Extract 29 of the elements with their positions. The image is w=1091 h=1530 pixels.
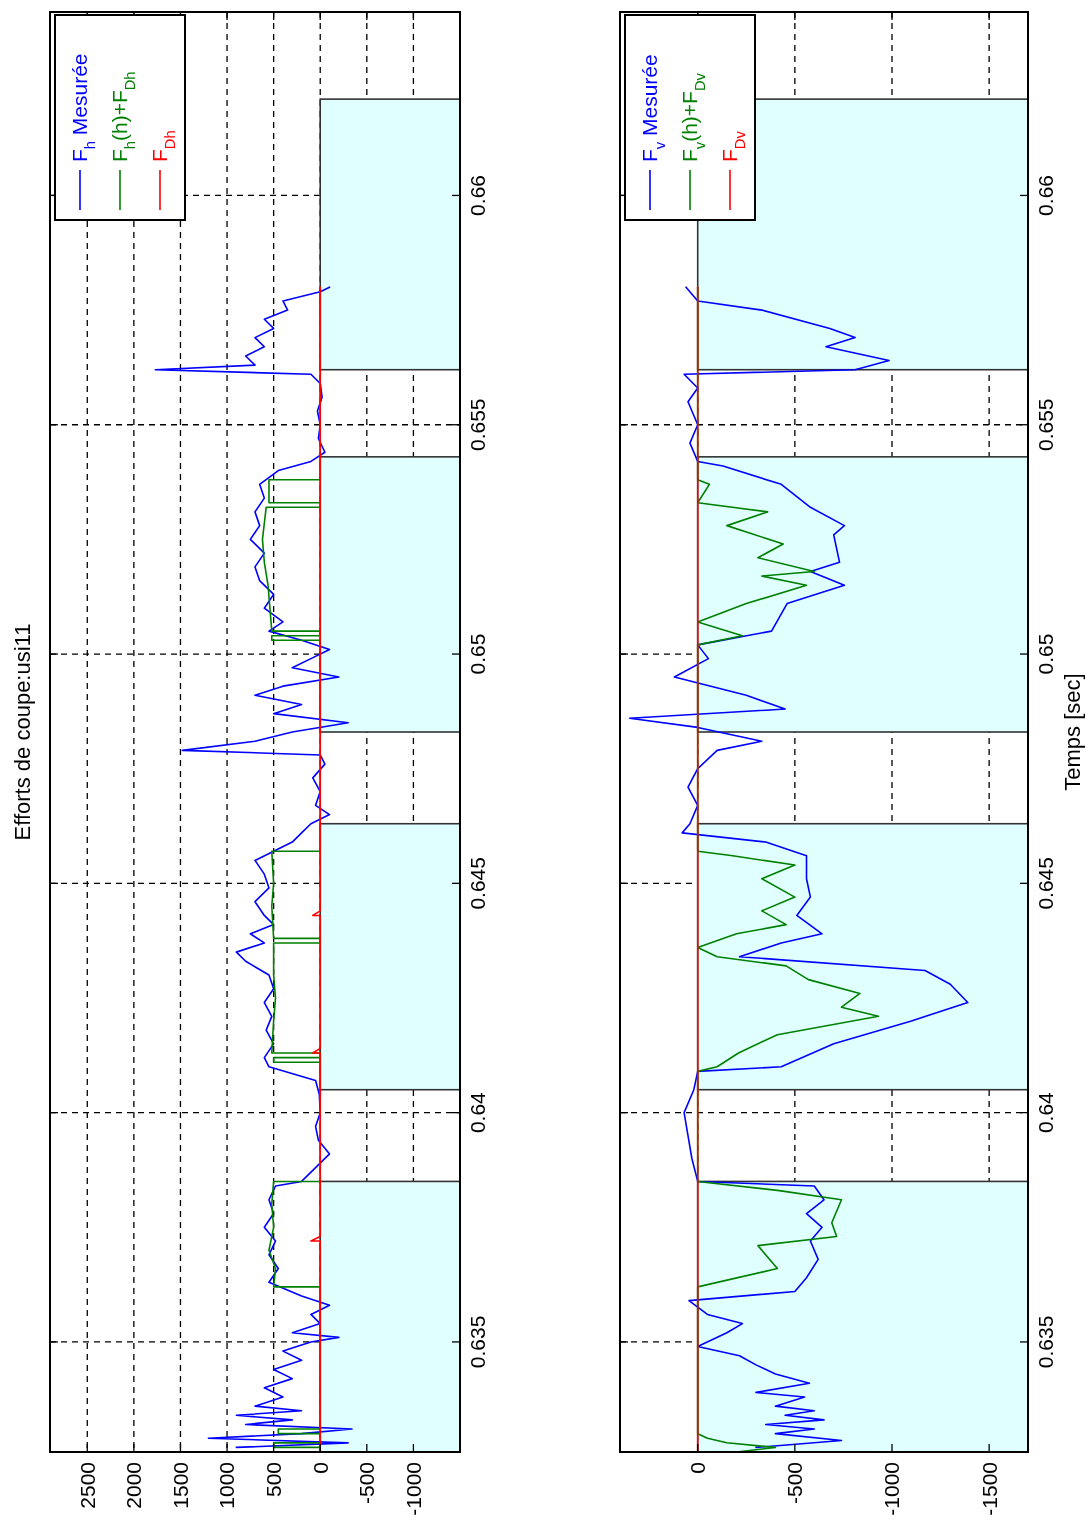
x-tick-label: 2000 [122, 1462, 146, 1509]
y-tick-label: 0.645 [466, 857, 490, 910]
line-series [310, 286, 322, 1452]
y-tick-label: 0.635 [1034, 1315, 1058, 1369]
y-tick-label: 0.66 [466, 175, 490, 216]
y-tick-label: 0.635 [466, 1315, 490, 1369]
y-axis-title: Temps [sec] [1059, 673, 1085, 791]
x-tick-label: -1500 [977, 1462, 1001, 1516]
y-tick-label: 0.64 [1034, 1091, 1058, 1134]
y-tick-label: 0.655 [466, 398, 490, 452]
y-tick-label: 0.65 [466, 633, 490, 675]
y-tick-label: 0.65 [1034, 633, 1058, 675]
x-tick-label: 0 [308, 1462, 332, 1474]
line-series [154, 286, 353, 1449]
x-tick-label: 1500 [168, 1462, 192, 1509]
x-tick-label: 2500 [75, 1462, 99, 1509]
x-tick-label: -1000 [880, 1462, 904, 1516]
x-tick-label: -1000 [401, 1462, 425, 1516]
x-tick-label: 500 [261, 1462, 285, 1498]
x-tick-label: -500 [783, 1462, 807, 1505]
y-tick-label: 0.645 [1034, 857, 1058, 910]
x-tick-label: 0 [686, 1462, 710, 1474]
line-series [628, 286, 969, 1449]
text: Efforts de coupe:usi11 [9, 623, 35, 841]
x-tick-label: 1000 [215, 1462, 239, 1509]
x-tick-label: -500 [355, 1462, 379, 1505]
y-tick-label: 0.66 [1034, 175, 1058, 216]
y-tick-label: 0.64 [466, 1091, 490, 1134]
y-tick-label: 0.655 [1034, 398, 1058, 452]
